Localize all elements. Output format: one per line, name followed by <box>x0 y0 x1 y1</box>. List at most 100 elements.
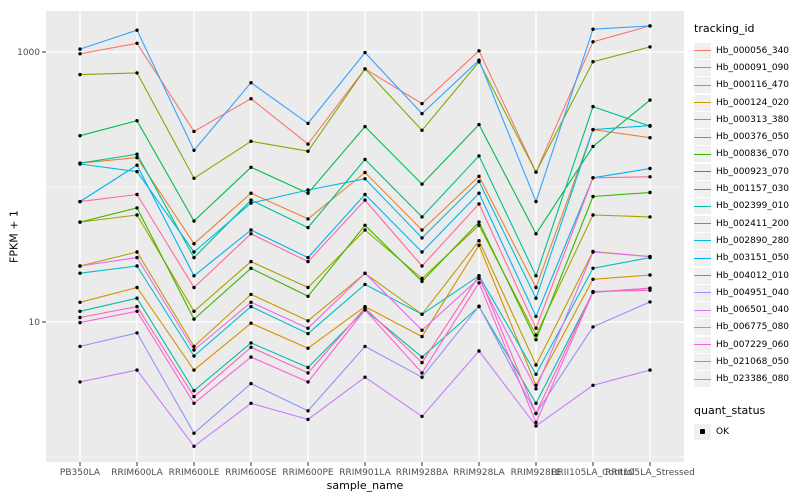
legend-item-label: Hb_002399_010 <box>716 201 790 212</box>
data-point <box>534 170 538 174</box>
data-point <box>648 166 652 171</box>
data-point <box>306 380 310 384</box>
data-point <box>420 128 424 132</box>
legend-item: Hb_004951_040 <box>694 284 789 301</box>
data-point <box>135 213 139 217</box>
x-tick-label: RRII105LA_Control <box>551 468 634 478</box>
data-point <box>477 154 481 158</box>
legend-item: Hb_000836_070 <box>694 146 789 163</box>
data-point <box>306 409 310 413</box>
data-point <box>420 279 424 284</box>
legend-key-swatch <box>694 319 711 336</box>
data-point <box>534 314 538 319</box>
data-point <box>363 157 367 162</box>
legend: tracking_id Hb_000056_340 Hb_000091_090 Hb… <box>694 22 789 440</box>
data-point <box>135 285 139 290</box>
x-tick-label: RRIM928BA <box>396 468 449 478</box>
data-point <box>306 149 310 153</box>
data-point <box>249 345 253 349</box>
data-point <box>78 315 82 320</box>
data-point <box>477 49 481 53</box>
data-point <box>135 71 139 75</box>
data-point <box>648 45 652 49</box>
data-point <box>192 250 196 254</box>
x-tick-label: RRIM600LA <box>111 468 163 478</box>
data-point <box>192 309 196 313</box>
legend-item-label: Hb_006775_080 <box>716 322 790 333</box>
data-point <box>534 199 538 204</box>
data-point <box>591 383 595 387</box>
legend-key-swatch <box>694 77 711 94</box>
legend-key-swatch <box>694 215 711 232</box>
legend-item-label: Hb_000836_070 <box>716 149 790 160</box>
legend-item-label: Hb_000116_470 <box>716 80 790 91</box>
data-point <box>78 344 82 349</box>
data-point <box>306 121 310 126</box>
legend-key-swatch <box>694 129 711 146</box>
quant-status-label: OK <box>716 426 729 437</box>
legend-line-icon <box>694 84 711 86</box>
data-point <box>249 232 253 236</box>
data-point <box>249 165 253 169</box>
legend-item: Hb_007229_060 <box>694 336 789 353</box>
data-point <box>135 368 139 372</box>
data-point <box>192 285 196 290</box>
data-point <box>192 274 196 278</box>
data-point <box>135 152 139 156</box>
data-point <box>534 401 538 405</box>
legend-item-label: Hb_000923_070 <box>716 166 790 177</box>
data-point <box>78 300 82 304</box>
data-point <box>591 194 595 199</box>
data-point <box>420 250 424 254</box>
y-tick-label: 1000 <box>17 48 40 58</box>
data-point <box>648 273 652 277</box>
data-point <box>363 282 367 287</box>
x-axis-title: sample_name <box>326 479 404 492</box>
data-point <box>591 250 595 254</box>
data-point <box>534 296 538 300</box>
legend-line-icon <box>694 326 711 328</box>
legend-line-icon <box>694 275 711 276</box>
data-point <box>78 264 82 268</box>
data-point <box>249 300 253 304</box>
data-point <box>477 174 481 178</box>
legend-item-label: Hb_021068_050 <box>716 356 790 367</box>
data-point <box>192 219 196 223</box>
legend-item: Hb_001157_030 <box>694 180 789 198</box>
data-point <box>534 285 538 290</box>
legend-item-label: Hb_000124_020 <box>716 97 790 108</box>
data-point <box>135 255 139 260</box>
legend-item-label: Hb_000313_380 <box>716 114 790 125</box>
legend-item: Hb_003151_050 <box>694 250 789 267</box>
legend-item-label: Hb_004012_010 <box>716 270 790 281</box>
quant-status-key-swatch <box>694 423 711 440</box>
legend-item: Hb_004012_010 <box>694 267 789 284</box>
data-point <box>534 326 538 330</box>
data-point <box>192 317 196 321</box>
data-point <box>249 81 253 85</box>
data-point <box>591 27 595 31</box>
data-point <box>420 276 424 281</box>
data-point <box>591 266 595 270</box>
legend-item: Hb_002890_280 <box>694 232 789 249</box>
data-point <box>534 420 538 425</box>
legend-key-swatch <box>694 232 711 249</box>
data-point <box>534 372 538 376</box>
data-point <box>192 255 196 260</box>
data-point <box>363 375 367 379</box>
data-point <box>192 129 196 134</box>
data-point <box>363 306 367 310</box>
data-point <box>420 360 424 365</box>
legend-item: Hb_021068_050 <box>694 353 789 370</box>
data-point <box>306 217 310 221</box>
data-point <box>648 175 652 179</box>
data-point <box>192 368 196 372</box>
legend-items: Hb_000056_340 Hb_000091_090 Hb_000116_470 H… <box>694 42 789 388</box>
data-point <box>648 190 652 195</box>
data-point <box>648 254 652 259</box>
legend-key-swatch <box>694 371 711 388</box>
data-point <box>135 250 139 254</box>
legend-key-swatch <box>694 250 711 267</box>
data-point <box>192 389 196 393</box>
